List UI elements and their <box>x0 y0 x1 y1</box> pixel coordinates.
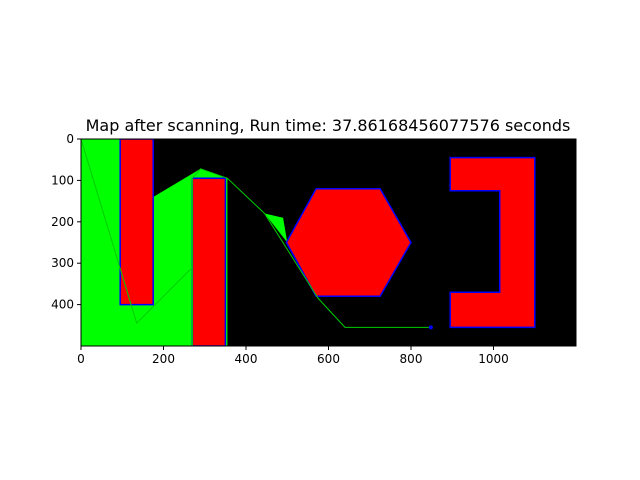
obstacle-hexagon <box>285 187 412 298</box>
y-tick-label: 200 <box>51 215 74 229</box>
chart-title: Map after scanning, Run time: 37.8616845… <box>86 116 571 135</box>
plot-area <box>80 138 577 347</box>
obstacle-bracket <box>449 156 536 329</box>
obstacles-layer <box>119 139 536 346</box>
y-tick-label: 300 <box>51 256 74 270</box>
x-tick-label: 0 <box>77 352 85 366</box>
obstacle-left-bar <box>119 139 154 306</box>
y-axis: 0 100 200 300 400 <box>51 132 81 312</box>
y-tick-label: 0 <box>66 132 74 146</box>
x-tick-label: 1000 <box>478 352 509 366</box>
goal-marker <box>428 325 433 330</box>
y-tick-label: 100 <box>51 173 74 187</box>
x-axis: 0 200 400 600 800 1000 <box>77 346 509 366</box>
obstacle-middle-bar <box>191 177 227 346</box>
x-tick-label: 800 <box>400 352 423 366</box>
x-tick-label: 200 <box>152 352 175 366</box>
x-tick-label: 600 <box>317 352 340 366</box>
path-layer <box>81 139 433 346</box>
x-tick-label: 400 <box>235 352 258 366</box>
robot-path <box>81 139 431 346</box>
y-tick-label: 400 <box>51 298 74 312</box>
